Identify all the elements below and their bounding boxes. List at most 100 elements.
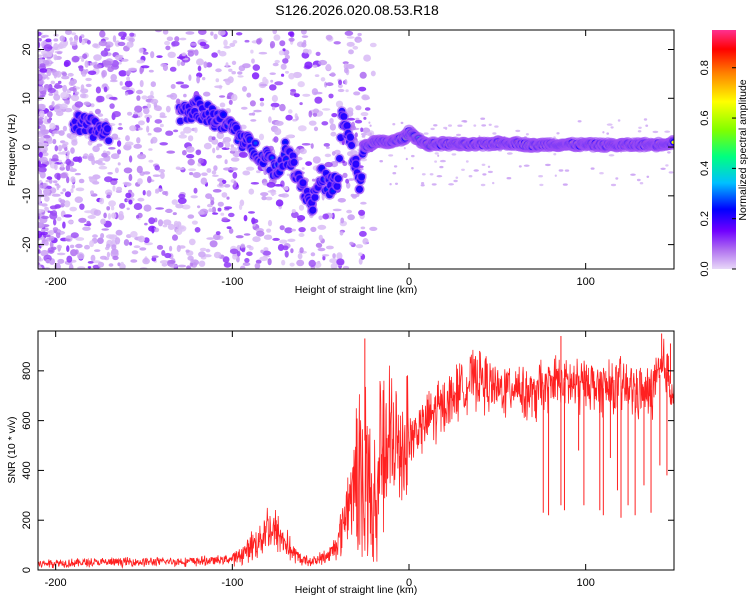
spectrogram-noise-speckle xyxy=(186,265,191,269)
spectrogram-signal-core xyxy=(268,168,272,172)
spectrogram-noise-speckle xyxy=(637,130,642,133)
spectrogram-noise-speckle xyxy=(61,143,67,148)
spectrogram-noise-speckle xyxy=(194,227,201,233)
spectrogram-noise-speckle xyxy=(312,156,321,164)
spectrogram-noise-speckle xyxy=(480,183,486,187)
spectrogram-signal-core xyxy=(253,141,258,145)
spectrogram-noise-speckle xyxy=(107,213,111,220)
spectrogram-noise-speckle xyxy=(63,200,71,208)
spectrogram-noise-speckle xyxy=(54,145,59,152)
spectrogram-noise-speckle xyxy=(213,165,218,172)
spectrogram-noise-speckle xyxy=(313,91,323,95)
spectrogram-noise-speckle xyxy=(216,146,220,151)
spectrogram-noise-speckle xyxy=(250,182,260,185)
spectrogram-noise-speckle xyxy=(136,89,143,95)
spectrogram-signal-core xyxy=(91,136,95,140)
spectrogram-noise-speckle xyxy=(187,214,195,219)
spectrogram-noise-speckle xyxy=(103,60,112,68)
spectrogram-noise-speckle xyxy=(136,59,145,64)
spectrogram-noise-speckle xyxy=(205,193,213,200)
spectrogram-noise-speckle xyxy=(49,122,56,130)
spectrogram-noise-speckle xyxy=(119,202,126,209)
spectrogram-noise-speckle xyxy=(162,224,168,228)
spectrogram-noise-speckle xyxy=(359,71,367,79)
spectrogram-noise-speckle xyxy=(59,166,65,171)
spectrogram-noise-speckle xyxy=(610,183,617,187)
spectrogram-x-tick-label: -200 xyxy=(45,276,67,288)
spectrogram-noise-speckle xyxy=(480,117,486,120)
spectrogram-noise-speckle xyxy=(423,132,429,135)
spectrogram-noise-speckle xyxy=(138,120,145,126)
spectrogram-noise-speckle xyxy=(301,30,307,35)
spectrogram-noise-speckle xyxy=(84,210,93,214)
spectrogram-noise-speckle xyxy=(344,30,354,36)
spectrogram-noise-speckle xyxy=(77,266,86,269)
spectrogram-noise-speckle xyxy=(481,163,486,166)
spectrogram-noise-speckle xyxy=(216,154,222,159)
spectrogram-noise-speckle xyxy=(52,138,57,145)
spectrogram-noise-speckle xyxy=(312,64,318,69)
spectrogram-noise-speckle xyxy=(518,165,522,168)
spectrogram-noise-speckle xyxy=(107,172,113,175)
spectrogram-noise-speckle xyxy=(59,41,67,49)
spectrogram-noise-speckle xyxy=(151,136,158,144)
spectrogram-noise-speckle xyxy=(60,202,65,208)
spectrogram-noise-speckle xyxy=(334,149,341,155)
spectrogram-noise-speckle xyxy=(324,161,333,168)
spectrogram-noise-speckle xyxy=(243,214,248,222)
spectrogram-noise-speckle xyxy=(231,71,236,75)
spectrogram-noise-speckle xyxy=(78,217,87,223)
spectrogram-noise-speckle xyxy=(40,231,48,235)
spectrogram-noise-speckle xyxy=(116,186,123,192)
spectrogram-noise-speckle xyxy=(554,174,557,177)
spectrogram-noise-speckle xyxy=(55,231,61,239)
spectrogram-noise-speckle xyxy=(129,125,137,132)
spectrogram-noise-speckle xyxy=(206,168,212,173)
spectrogram-signal-core xyxy=(342,115,346,119)
spectrogram-noise-speckle xyxy=(190,195,198,199)
spectrogram-noise-speckle xyxy=(61,75,70,80)
spectrogram-noise-speckle xyxy=(213,251,222,259)
spectrogram-noise-speckle xyxy=(103,86,108,93)
spectrogram-noise-speckle xyxy=(359,230,367,237)
spectrogram-noise-speckle xyxy=(78,35,83,44)
spectrogram-noise-speckle xyxy=(155,105,162,112)
spectrogram-noise-speckle xyxy=(176,56,186,59)
spectrogram-noise-speckle xyxy=(70,188,74,194)
spectrogram-noise-speckle xyxy=(290,248,294,254)
spectrogram-noise-speckle xyxy=(342,265,350,269)
snr-x-label: Height of straight line (km) xyxy=(295,584,418,596)
spectrogram-signal-core xyxy=(200,107,205,111)
spectrogram-noise-speckle xyxy=(599,172,604,175)
spectrogram-noise-speckle xyxy=(411,167,414,170)
spectrogram-noise-speckle xyxy=(328,93,334,99)
spectrogram-noise-speckle xyxy=(237,75,244,78)
spectrogram-signal-core xyxy=(283,140,288,144)
spectrogram-noise-speckle xyxy=(311,178,316,182)
spectrogram-noise-speckle xyxy=(95,86,101,94)
spectrogram-noise-speckle xyxy=(492,181,495,185)
spectrogram-noise-speckle xyxy=(242,86,247,92)
spectrogram-noise-speckle xyxy=(139,80,144,88)
spectrogram-noise-speckle xyxy=(433,124,438,127)
spectrogram-noise-speckle xyxy=(302,48,309,54)
spectrogram-noise-speckle xyxy=(62,221,66,229)
spectrogram-noise-speckle xyxy=(215,231,221,236)
spectrogram-noise-speckle xyxy=(196,76,201,84)
spectrogram-noise-speckle xyxy=(138,127,143,131)
spectrogram-noise-speckle xyxy=(304,61,313,69)
spectrogram-noise-speckle xyxy=(301,51,310,59)
spectrogram-noise-speckle xyxy=(262,250,272,256)
spectrogram-noise-speckle xyxy=(358,257,363,265)
spectrogram-noise-speckle xyxy=(284,186,289,191)
spectrogram-noise-speckle xyxy=(53,93,61,101)
spectrogram-signal-core xyxy=(331,189,335,193)
spectrogram-noise-speckle xyxy=(273,136,279,143)
spectrogram-noise-speckle xyxy=(355,244,364,249)
spectrogram-noise-speckle xyxy=(256,230,265,237)
spectrogram-noise-speckle xyxy=(174,36,180,42)
spectrogram-noise-speckle xyxy=(289,262,295,267)
spectrogram-noise-speckle xyxy=(75,249,79,255)
spectrogram-signal-core xyxy=(359,175,364,179)
spectrogram-noise-speckle xyxy=(238,204,243,210)
